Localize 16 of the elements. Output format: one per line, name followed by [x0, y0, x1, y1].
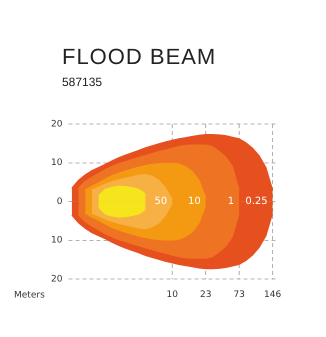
- y-tick-label: 20: [51, 119, 63, 130]
- y-tick-label: 0: [56, 196, 63, 207]
- y-tick-label: 10: [51, 236, 63, 246]
- x-tick-label: 23: [200, 290, 212, 300]
- y-tick-label: 10: [51, 158, 63, 168]
- x-tick-label: 146: [264, 290, 282, 300]
- x-axis-title: Meters: [14, 290, 46, 301]
- x-tick-label: 73: [233, 290, 245, 300]
- chart-title: FLOOD BEAM: [62, 44, 216, 70]
- y-tick-label: 20: [51, 274, 63, 285]
- x-tick-label: 10: [166, 290, 178, 300]
- annotation: 0.25: [245, 196, 268, 208]
- annotation: 1: [228, 196, 234, 208]
- chart-subtitle: 587135: [62, 75, 102, 89]
- annotation: 10: [188, 196, 201, 208]
- annotation: 50: [154, 196, 168, 208]
